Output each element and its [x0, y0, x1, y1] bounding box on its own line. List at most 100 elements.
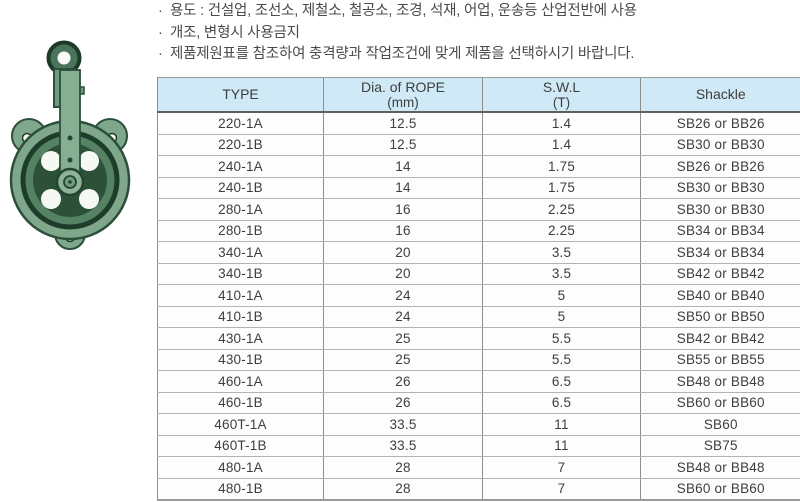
table-cell: 14: [323, 155, 483, 178]
table-cell: 410-1A: [157, 284, 324, 307]
table-cell: SB34 or BB34: [640, 241, 800, 264]
table-cell: 3.5: [482, 263, 641, 285]
pulley-illustration: [9, 40, 131, 250]
table-cell: 16: [323, 220, 483, 242]
table-cell: 33.5: [323, 413, 483, 436]
table-cell: 24: [323, 306, 483, 328]
note-line-modification: · 개조, 변형시 사용금지: [158, 23, 637, 45]
table-row: 220-1B 12.5 1.4 SB30 or BB30: [157, 134, 800, 156]
note-text: 용도 : 건설업, 조선소, 제철소, 철공소, 조경, 석재, 어업, 운송등…: [170, 3, 637, 19]
header-type-label: TYPE: [222, 86, 259, 102]
note-line-usage: · 용도 : 건설업, 조선소, 제철소, 철공소, 조경, 석재, 어업, 운송…: [158, 1, 637, 23]
table-cell: 3.5: [482, 241, 641, 264]
table-cell: 1.4: [482, 112, 641, 135]
table-cell: 1.75: [482, 177, 641, 199]
table-cell: 2.25: [482, 198, 641, 221]
table-cell: SB40 or BB40: [640, 284, 800, 307]
table-cell: 430-1A: [157, 327, 324, 350]
table-row: 460-1B 26 6.5 SB60 or BB60: [157, 392, 800, 414]
table-cell: 25: [323, 349, 483, 371]
table-cell: 460T-1B: [157, 435, 324, 457]
header-row: TYPE Dia. of ROPE (mm) S.W.L (T) Shackle: [157, 77, 800, 113]
table-cell: SB75: [640, 435, 800, 457]
bullet-dot: ·: [158, 3, 163, 19]
table-cell: 5.5: [482, 349, 641, 371]
table-cell: SB42 or BB42: [640, 263, 800, 285]
table-cell: 240-1A: [157, 155, 324, 178]
sheave-hole: [41, 189, 61, 209]
table-cell: SB55 or BB55: [640, 349, 800, 371]
table-cell: 220-1B: [157, 134, 324, 156]
table-cell: SB26 or BB26: [640, 155, 800, 178]
table-cell: 12.5: [323, 134, 483, 156]
table-cell: 28: [323, 478, 483, 501]
table-row: 480-1A 28 7 SB48 or BB48: [157, 456, 800, 479]
table-cell: 280-1B: [157, 220, 324, 242]
table-row: 280-1A 16 2.25 SB30 or BB30: [157, 198, 800, 221]
table-cell: 7: [482, 478, 641, 501]
table-cell: 430-1B: [157, 349, 324, 371]
sheave-hole: [41, 151, 61, 171]
table-row: 410-1B 24 5 SB50 or BB50: [157, 306, 800, 328]
table-cell: 480-1A: [157, 456, 324, 479]
table-cell: 6.5: [482, 392, 641, 414]
table-cell: 1.75: [482, 155, 641, 178]
table-cell: SB48 or BB48: [640, 370, 800, 393]
sheave-hole: [79, 151, 99, 171]
table-row: 240-1B 14 1.75 SB30 or BB30: [157, 177, 800, 199]
table-cell: 16: [323, 198, 483, 221]
table-cell: 7: [482, 456, 641, 479]
table-cell: 6.5: [482, 370, 641, 393]
table-row: 240-1A 14 1.75 SB26 or BB26: [157, 155, 800, 178]
table-row: 340-1B 20 3.5 SB42 or BB42: [157, 263, 800, 285]
table-cell: SB34 or BB34: [640, 220, 800, 242]
note-text: 개조, 변형시 사용금지: [170, 24, 300, 41]
table-cell: 460T-1A: [157, 413, 324, 436]
table-cell: SB60: [640, 413, 800, 436]
header-rope-dia-unit: (mm): [387, 94, 419, 110]
note-line-selection: · 제품제원표를 참조하여 충격량과 작업조건에 맞게 제품을 선택하시기 바랍니…: [158, 44, 637, 66]
table-cell: SB42 or BB42: [640, 327, 800, 350]
strap-arm: [59, 69, 81, 183]
table-cell: 5: [482, 284, 641, 307]
table-row: 460T-1A 33.5 11 SB60: [157, 413, 800, 436]
spec-table-body: 220-1A 12.5 1.4 SB26 or BB26 220-1B 12.5 1.4 SB…: [157, 112, 800, 501]
table-cell: SB30 or BB30: [640, 177, 800, 199]
eye-hole: [57, 51, 71, 65]
table-cell: SB50 or BB50: [640, 306, 800, 328]
table-cell: SB30 or BB30: [640, 198, 800, 221]
table-cell: 340-1A: [157, 241, 324, 264]
table-row: 280-1B 16 2.25 SB34 or BB34: [157, 220, 800, 242]
table-cell: 410-1B: [157, 306, 324, 328]
hub-pin: [68, 180, 72, 184]
table-cell: 480-1B: [157, 478, 324, 501]
header-swl: S.W.L (T): [482, 77, 641, 113]
table-cell: 460-1B: [157, 392, 324, 414]
table-cell: 280-1A: [157, 198, 324, 221]
table-cell: SB30 or BB30: [640, 134, 800, 156]
header-type: TYPE: [157, 77, 324, 113]
table-cell: SB60 or BB60: [640, 392, 800, 414]
table-row: 340-1A 20 3.5 SB34 or BB34: [157, 241, 800, 264]
table-cell: 20: [323, 241, 483, 264]
table-row: 430-1A 25 5.5 SB42 or BB42: [157, 327, 800, 350]
table-cell: 5: [482, 306, 641, 328]
table-cell: 25: [323, 327, 483, 350]
header-swl-label: S.W.L: [542, 78, 581, 95]
table-cell: 14: [323, 177, 483, 199]
table-cell: SB26 or BB26: [640, 112, 800, 135]
table-row: 430-1B 25 5.5 SB55 or BB55: [157, 349, 800, 371]
strap-bolt: [67, 135, 73, 141]
table-cell: 20: [323, 263, 483, 285]
table-cell: 220-1A: [157, 112, 324, 135]
header-swl-unit: (T): [552, 94, 571, 110]
table-cell: 28: [323, 456, 483, 479]
table-cell: 11: [482, 435, 641, 457]
sheave-hole: [79, 189, 99, 209]
strap-bolt: [67, 157, 73, 163]
bullet-dot: ·: [158, 46, 163, 62]
table-cell: 1.4: [482, 134, 641, 156]
spec-table-head: TYPE Dia. of ROPE (mm) S.W.L (T) Shackle: [157, 77, 800, 113]
table-cell: 26: [323, 370, 483, 393]
